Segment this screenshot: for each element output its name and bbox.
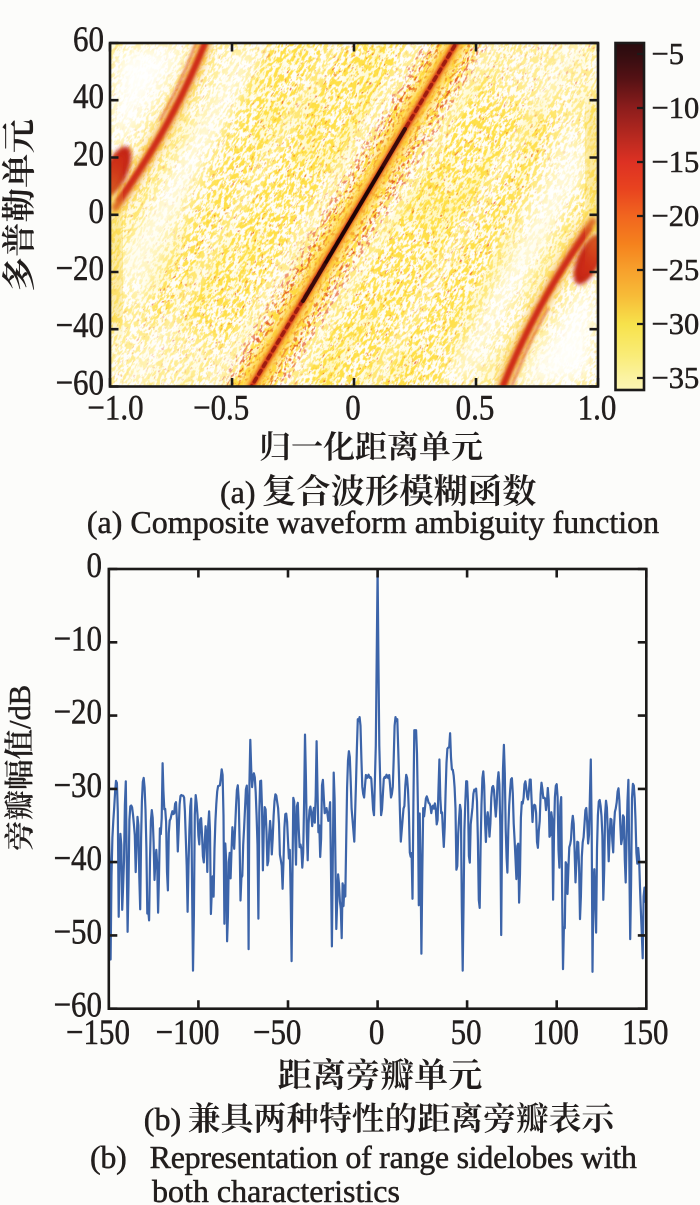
svg-text:0: 0 <box>89 192 104 232</box>
svg-text:−100: −100 <box>156 1013 220 1053</box>
svg-text:/dB: /dB <box>3 685 37 729</box>
svg-text:−40: −40 <box>54 839 102 879</box>
svg-text:(b) Representation of range: (b) Representation of range sidelobes wi… <box>90 1139 637 1175</box>
svg-text:−30: −30 <box>54 766 102 806</box>
svg-text:−15: −15 <box>652 145 700 179</box>
svg-text:−1.0: −1.0 <box>87 388 143 428</box>
svg-text:−20: −20 <box>54 693 102 733</box>
svg-text:−20: −20 <box>56 249 104 289</box>
svg-text:−30: −30 <box>652 307 700 341</box>
svg-text:50: 50 <box>451 1013 482 1053</box>
svg-text:0: 0 <box>369 1013 384 1053</box>
svg-text:−35: −35 <box>652 361 700 395</box>
svg-text:−5: −5 <box>652 37 684 71</box>
svg-text:150: 150 <box>622 1013 668 1053</box>
svg-text:−20: −20 <box>652 199 700 233</box>
svg-text:0: 0 <box>87 546 102 586</box>
svg-text:1.0: 1.0 <box>578 388 617 428</box>
svg-text:−50: −50 <box>54 912 102 952</box>
svg-text:100: 100 <box>532 1013 578 1053</box>
svg-text:40: 40 <box>73 77 104 117</box>
svg-text:(b): (b) <box>144 1101 189 1137</box>
svg-text:−50: −50 <box>253 1013 301 1053</box>
svg-text:−60: −60 <box>56 363 104 403</box>
svg-text:0: 0 <box>345 388 360 428</box>
svg-text:(a): (a) <box>220 474 264 510</box>
svg-text:−10: −10 <box>54 619 102 659</box>
svg-text:0.5: 0.5 <box>456 388 495 428</box>
svg-text:−150: −150 <box>66 1013 130 1053</box>
svg-text:(a) Composite waveform ambigui: (a) Composite waveform ambiguity functio… <box>87 504 659 540</box>
svg-text:−10: −10 <box>652 91 700 125</box>
svg-text:−0.5: −0.5 <box>193 388 249 428</box>
svg-text:60: 60 <box>73 20 104 60</box>
svg-text:both characteristics: both characteristics <box>152 1173 400 1205</box>
svg-text:20: 20 <box>73 134 104 174</box>
svg-text:−60: −60 <box>54 986 102 1026</box>
svg-text:−25: −25 <box>652 253 700 287</box>
svg-text:−40: −40 <box>56 306 104 346</box>
